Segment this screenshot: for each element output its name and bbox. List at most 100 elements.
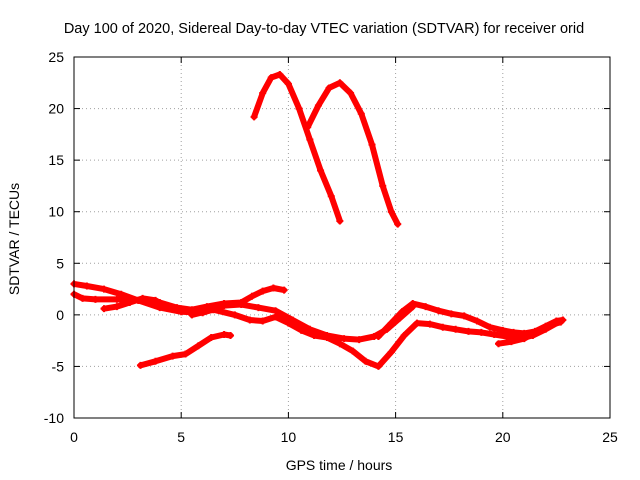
data-point — [317, 166, 325, 174]
data-point — [220, 330, 228, 338]
data-point — [557, 318, 565, 326]
data-point — [100, 285, 108, 293]
data-point — [117, 290, 125, 298]
series-line — [188, 306, 562, 370]
data-point — [398, 308, 406, 316]
chart-title: Day 100 of 2020, Sidereal Day-to-day VTE… — [64, 21, 584, 37]
data-point — [83, 282, 91, 290]
y-tick-label: -5 — [52, 358, 65, 374]
data-point — [295, 105, 303, 113]
data-point — [272, 307, 280, 315]
data-point — [280, 286, 288, 294]
data-point — [336, 217, 344, 225]
data-point — [347, 89, 355, 97]
series-arc-7 — [495, 318, 565, 348]
data-point — [387, 319, 395, 327]
y-tick-label: 10 — [48, 204, 64, 220]
data-point — [248, 292, 256, 300]
data-point — [113, 303, 121, 311]
data-point — [495, 340, 503, 348]
data-point — [231, 311, 239, 319]
data-point — [336, 79, 344, 87]
data-point — [477, 328, 485, 336]
series-arc-3 — [100, 294, 172, 313]
data-point — [379, 182, 387, 190]
x-tick-label: 20 — [495, 429, 511, 445]
y-tick-label: 5 — [56, 255, 64, 271]
data-point — [387, 208, 395, 216]
data-point — [486, 323, 494, 331]
data-point — [259, 317, 267, 325]
data-point — [177, 308, 185, 316]
data-point — [413, 319, 421, 327]
data-point — [250, 113, 258, 121]
data-point — [473, 317, 481, 325]
x-tick-label: 0 — [70, 429, 78, 445]
data-point — [79, 294, 87, 302]
data-point — [269, 284, 277, 292]
data-point — [136, 361, 144, 369]
data-point — [327, 192, 335, 200]
data-point — [151, 296, 159, 304]
data-point — [139, 294, 147, 302]
x-tick-label: 25 — [602, 429, 618, 445]
data-point — [284, 80, 292, 88]
data-point — [409, 300, 417, 308]
data-point — [297, 326, 305, 334]
series-line — [251, 71, 343, 224]
x-axis-ticks: 0 5 10 15 20 25 — [70, 57, 618, 445]
y-tick-label: 20 — [48, 101, 64, 117]
data-point — [100, 305, 108, 313]
data-point — [374, 362, 382, 370]
y-tick-label: 15 — [48, 152, 64, 168]
data-point — [113, 295, 121, 303]
series-line — [71, 280, 416, 343]
series-arc-9 — [304, 79, 402, 228]
data-point — [276, 71, 284, 79]
data-point — [227, 331, 235, 339]
y-tick-label: -10 — [44, 410, 64, 426]
data-point — [422, 303, 430, 311]
data-point — [181, 350, 189, 358]
data-point — [355, 336, 363, 344]
data-point — [151, 357, 159, 365]
y-axis-ticks: -10 -5 0 5 10 15 20 25 — [44, 49, 610, 426]
data-point — [323, 334, 331, 342]
data-point — [306, 136, 314, 144]
data-point — [325, 84, 333, 92]
data-point — [207, 334, 215, 342]
y-tick-label: 25 — [48, 49, 64, 65]
data-point — [460, 312, 468, 320]
data-point — [259, 89, 267, 97]
series-line — [304, 79, 401, 228]
data-point — [169, 352, 177, 360]
y-axis-label: SDTVAR / TECUs — [6, 183, 22, 295]
plot-frame — [73, 56, 611, 419]
data-point — [533, 327, 541, 335]
x-axis-label: GPS time / hours — [286, 457, 393, 473]
x-tick-label: 10 — [281, 429, 297, 445]
data-point — [387, 348, 395, 356]
data-point — [254, 304, 262, 312]
data-point — [284, 319, 292, 327]
data-point — [400, 331, 408, 339]
y-tick-label: 0 — [56, 307, 64, 323]
data-point — [368, 141, 376, 149]
data-point — [164, 304, 172, 312]
data-point — [452, 325, 460, 333]
data-point — [237, 301, 245, 309]
data-point — [314, 101, 322, 109]
data-point — [272, 313, 280, 321]
data-point — [188, 311, 196, 319]
data-point — [374, 333, 382, 341]
data-point — [340, 335, 348, 343]
data-point — [546, 321, 554, 329]
data-point — [220, 302, 228, 310]
x-tick-label: 5 — [177, 429, 185, 445]
data-point — [510, 328, 518, 336]
data-point — [336, 340, 344, 348]
grid-lines — [74, 57, 610, 418]
data-point — [259, 287, 267, 295]
data-point — [349, 347, 357, 355]
